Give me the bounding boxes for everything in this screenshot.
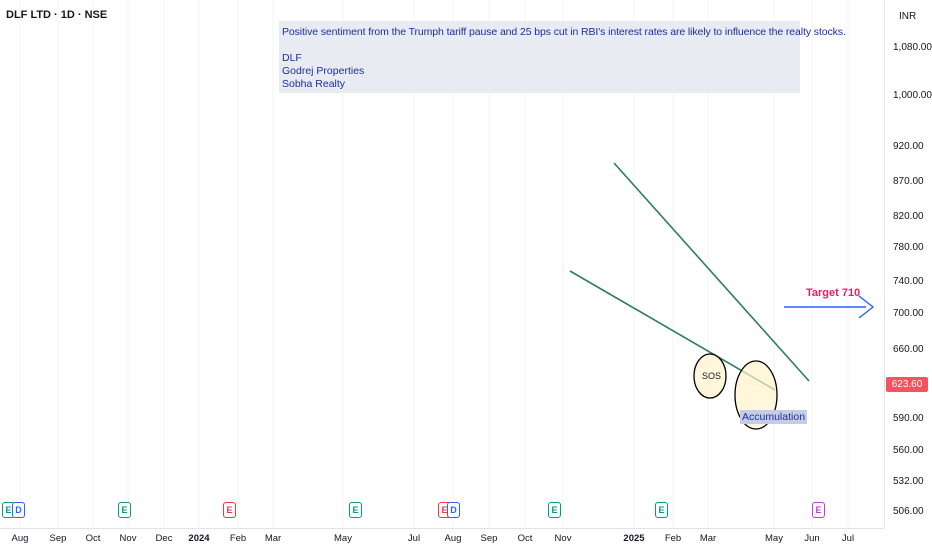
y-tick: 660.00 (893, 344, 924, 355)
dividend-marker-icon[interactable]: D (12, 502, 25, 518)
x-tick: Dec (155, 533, 173, 544)
current-price-tag: 623.60 (886, 377, 928, 392)
note-stock-sobha: Sobha Realty (282, 78, 346, 90)
accumulation-label: Accumulation (740, 410, 808, 424)
x-tick: Feb (229, 533, 247, 544)
y-tick: 920.00 (893, 141, 924, 152)
y-tick: 1,080.00 (893, 42, 932, 53)
x-tick: Sep (49, 533, 67, 544)
x-tick: May (765, 533, 783, 544)
note-stock-godrej: Godrej Properties (282, 65, 365, 77)
y-tick: 590.00 (893, 413, 924, 424)
y-tick: 1,000.00 (893, 90, 932, 101)
y-tick: 780.00 (893, 242, 924, 253)
y-tick: 560.00 (893, 445, 924, 456)
earnings-marker-icon[interactable]: E (548, 502, 561, 518)
x-tick: Nov (119, 533, 137, 544)
target-arrow-head (858, 295, 875, 319)
earnings-marker-icon[interactable]: E (349, 502, 362, 518)
note-stock-dlf: DLF (282, 52, 302, 64)
y-tick: 820.00 (893, 211, 924, 222)
wedge-lower-trendline (569, 270, 776, 391)
earnings-marker-icon[interactable]: E (118, 502, 131, 518)
dividend-marker-icon[interactable]: D (447, 502, 460, 518)
y-tick: 870.00 (893, 176, 924, 187)
sos-label: SOS (702, 371, 722, 381)
y-tick: 506.00 (893, 506, 924, 517)
x-tick: Jul (841, 533, 855, 544)
price-axis-divider (884, 0, 885, 528)
symbol-title[interactable]: DLF LTD · 1D · NSE (6, 9, 108, 21)
x-tick: Aug (11, 533, 29, 544)
x-tick: Sep (480, 533, 498, 544)
note-text: Positive sentiment from the Trumph tarif… (282, 26, 846, 38)
x-tick: Mar (264, 533, 282, 544)
y-tick: 532.00 (893, 476, 924, 487)
earnings-marker-icon[interactable]: E (223, 502, 236, 518)
x-tick: Nov (554, 533, 572, 544)
sentiment-note[interactable]: Positive sentiment from the Trumph tarif… (279, 21, 846, 93)
x-tick: Oct (85, 533, 101, 544)
x-tick: 2024 (188, 533, 210, 544)
currency-label[interactable]: INR (899, 11, 917, 22)
wedge-upper-trendline (613, 162, 810, 382)
x-tick: Feb (664, 533, 682, 544)
time-axis-divider (0, 528, 884, 529)
x-tick: Oct (517, 533, 533, 544)
x-tick: 2025 (623, 533, 645, 544)
y-tick: 700.00 (893, 308, 924, 319)
x-tick: Jun (804, 533, 820, 544)
earnings-marker-icon[interactable]: E (655, 502, 668, 518)
x-tick: May (334, 533, 352, 544)
earnings-marker-icon[interactable]: E (812, 502, 825, 518)
x-tick: Jul (407, 533, 421, 544)
x-tick: Mar (699, 533, 717, 544)
sos-circle (693, 353, 727, 399)
x-tick: Aug (444, 533, 462, 544)
target-label: Target 710 (806, 287, 861, 299)
y-tick: 740.00 (893, 276, 924, 287)
